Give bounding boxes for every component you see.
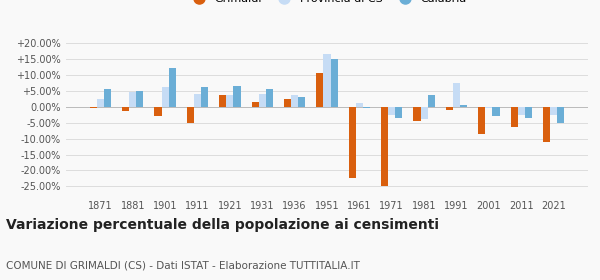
Bar: [550, 107, 557, 115]
Bar: [194, 94, 201, 107]
Bar: [421, 107, 428, 119]
Bar: [104, 89, 111, 107]
Bar: [493, 107, 500, 116]
Bar: [388, 107, 395, 115]
Bar: [349, 107, 356, 178]
Bar: [381, 107, 388, 186]
Bar: [129, 92, 136, 107]
Bar: [187, 107, 194, 123]
Bar: [511, 107, 518, 127]
Bar: [161, 87, 169, 107]
Bar: [201, 87, 208, 107]
Bar: [233, 86, 241, 107]
Bar: [557, 107, 564, 123]
Bar: [251, 102, 259, 107]
Text: Variazione percentuale della popolazione ai censimenti: Variazione percentuale della popolazione…: [6, 218, 439, 232]
Bar: [485, 107, 493, 108]
Bar: [291, 95, 298, 107]
Bar: [543, 107, 550, 142]
Bar: [331, 59, 338, 107]
Bar: [395, 107, 403, 118]
Bar: [363, 107, 370, 108]
Bar: [518, 107, 525, 115]
Bar: [90, 107, 97, 108]
Bar: [266, 89, 273, 107]
Bar: [323, 54, 331, 107]
Bar: [428, 95, 435, 107]
Bar: [226, 95, 233, 107]
Bar: [478, 107, 485, 134]
Bar: [136, 91, 143, 107]
Text: COMUNE DI GRIMALDI (CS) - Dati ISTAT - Elaborazione TUTTITALIA.IT: COMUNE DI GRIMALDI (CS) - Dati ISTAT - E…: [6, 260, 360, 270]
Bar: [284, 99, 291, 107]
Bar: [460, 105, 467, 107]
Bar: [453, 83, 460, 107]
Bar: [298, 97, 305, 107]
Bar: [97, 99, 104, 107]
Bar: [122, 107, 129, 111]
Bar: [259, 94, 266, 107]
Bar: [154, 107, 161, 116]
Bar: [219, 95, 226, 107]
Bar: [356, 103, 363, 107]
Legend: Grimaldi, Provincia di CS, Calabria: Grimaldi, Provincia di CS, Calabria: [188, 0, 466, 4]
Bar: [413, 107, 421, 121]
Bar: [169, 68, 176, 107]
Bar: [316, 73, 323, 107]
Bar: [525, 107, 532, 118]
Bar: [446, 107, 453, 110]
